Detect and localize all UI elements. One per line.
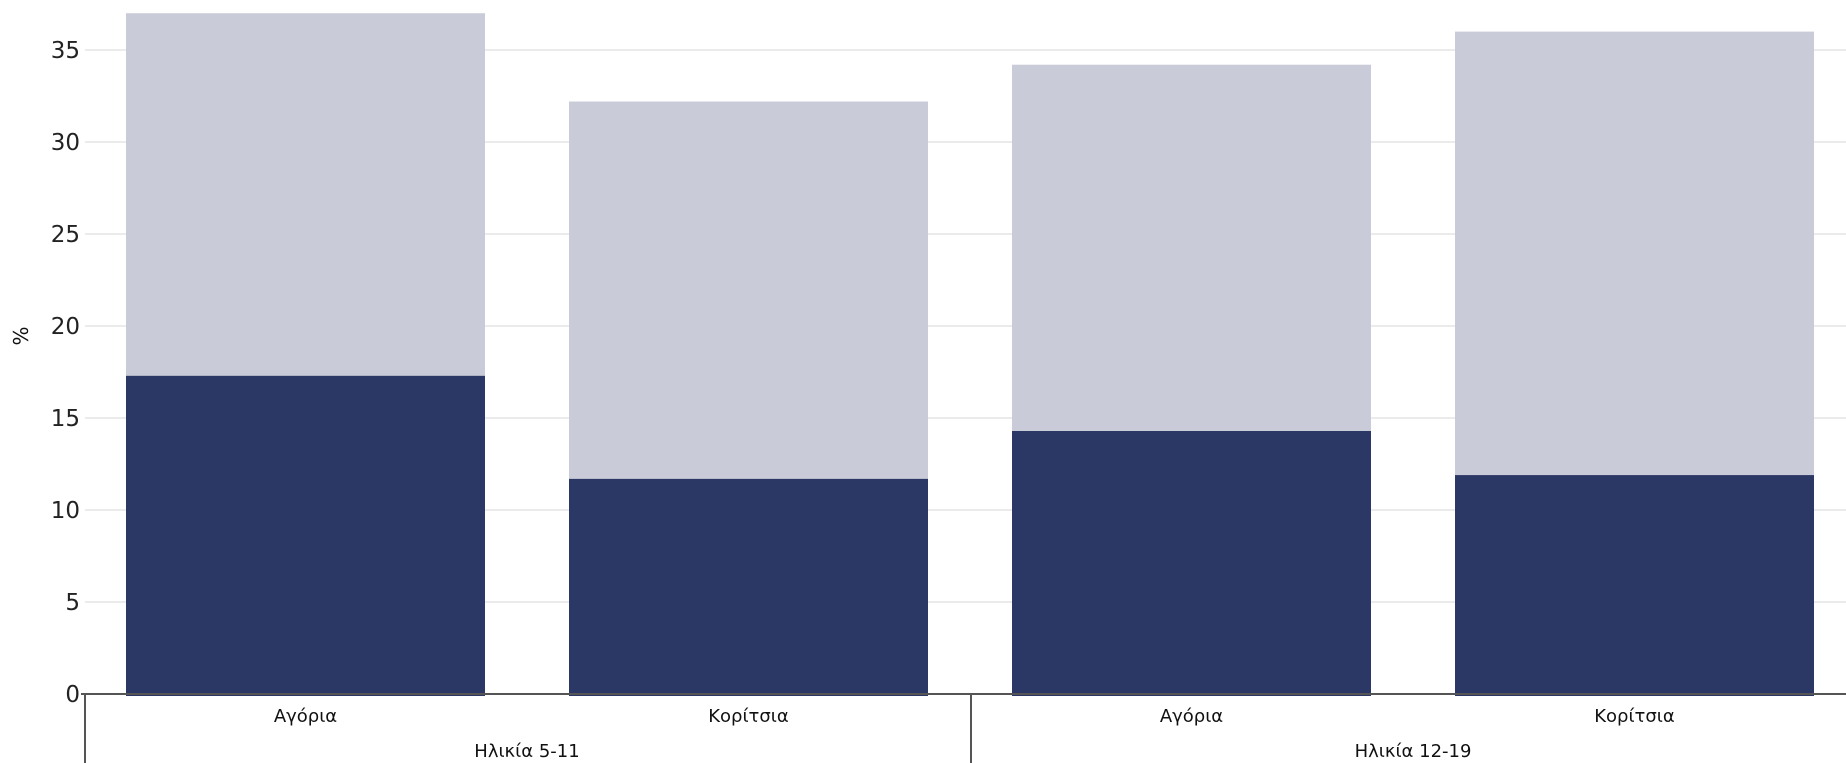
labels: % 0 5 10 15 20 25 30 35 Αγόρια Κορίτσια Αγόρια Κορί… [9,38,1675,762]
bars [126,13,1814,696]
y-tick-label: 0 [65,682,80,708]
bar-segment [1012,64,1371,431]
bar-segment [1455,31,1814,476]
y-tick-label: 25 [51,222,80,248]
y-tick-label: 15 [51,406,80,432]
bar-segment [1455,475,1814,696]
bar-segment [569,478,928,696]
x-group-label: Ηλικία 12-19 [1355,741,1472,762]
y-tick-label: 35 [51,38,80,64]
y-axis-title: % [9,326,33,345]
y-tick-label: 5 [65,590,80,616]
x-category-label: Κορίτσια [1594,706,1675,727]
axes [81,693,1846,763]
y-tick-label: 30 [51,130,80,156]
y-tick-label: 10 [51,498,80,524]
bar-segment [126,13,485,376]
bar-segment [126,375,485,696]
x-category-label: Κορίτσια [708,706,789,727]
x-category-label: Αγόρια [274,706,337,727]
bar-segment [569,101,928,479]
bar-segment [1012,430,1371,696]
x-category-label: Αγόρια [1160,706,1223,727]
x-group-label: Ηλικία 5-11 [474,741,579,762]
y-tick-label: 20 [51,314,80,340]
